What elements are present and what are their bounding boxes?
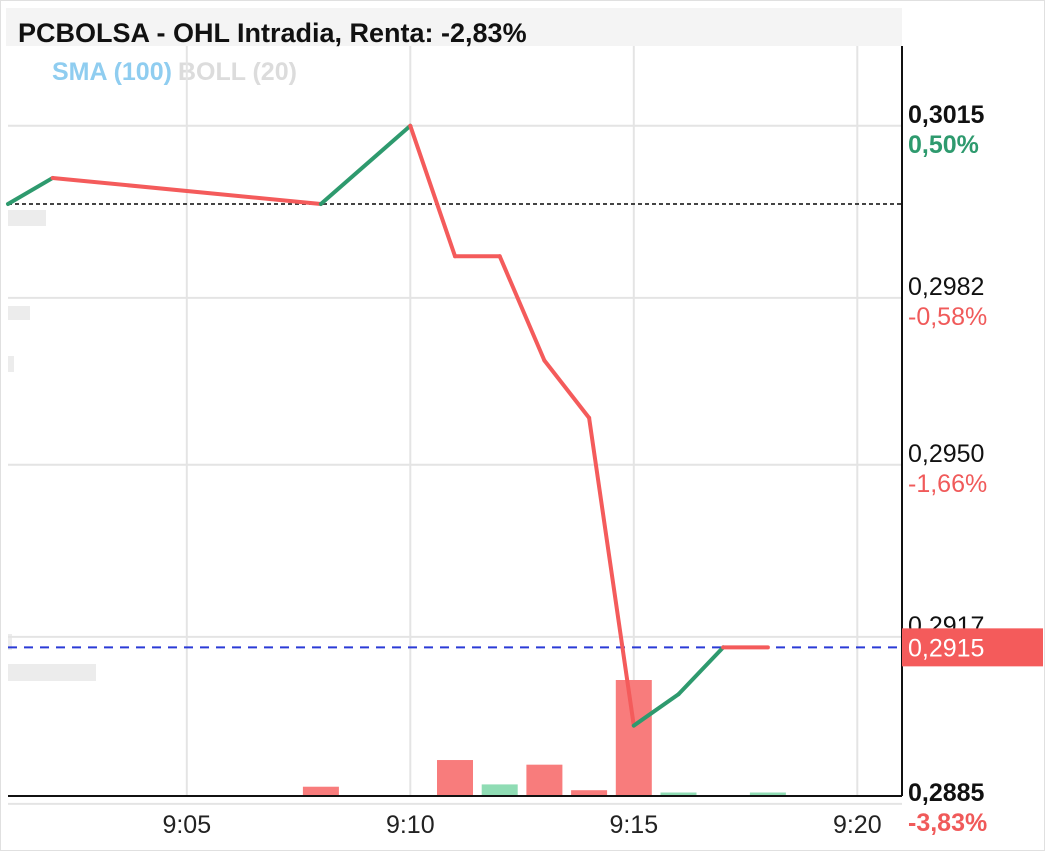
volume-bar <box>302 786 339 796</box>
ghost-marks <box>8 210 96 681</box>
ghost-mark <box>8 634 12 650</box>
y-tick-label: 0,2885 <box>908 779 985 807</box>
volume-bar <box>660 792 697 796</box>
volume-bar <box>571 790 608 796</box>
y-tick-percent: -0,58% <box>908 303 987 331</box>
price-line-segment <box>6 175 55 207</box>
price-line-segment <box>587 415 636 728</box>
price-line-segment <box>318 123 413 207</box>
volume-bar <box>615 680 652 796</box>
ghost-mark <box>8 210 46 226</box>
y-tick-label: 0,3015 <box>908 101 985 129</box>
price-line-segment <box>408 123 457 259</box>
y-tick-percent: 0,50% <box>908 131 979 159</box>
chart-title: PCBOLSA - OHL Intradia, Renta: -2,83% <box>18 18 527 48</box>
ghost-mark <box>8 356 14 372</box>
y-tick-percent: -3,83% <box>908 809 987 837</box>
indicator-legend: SMA (100) BOLL (20) <box>52 58 297 87</box>
y-tick-percent: -1,66% <box>908 470 987 498</box>
volume-bar <box>526 764 563 796</box>
price-line-segment <box>676 645 726 697</box>
current-price-tag <box>902 628 1043 667</box>
price-line-segment <box>542 358 592 420</box>
x-tick-label: 9:05 <box>162 811 211 839</box>
title-bar: PCBOLSA - OHL Intradia, Renta: -2,83% <box>6 8 902 48</box>
x-tick-label: 9:10 <box>386 811 435 839</box>
indicator-boll[interactable]: BOLL (20) <box>177 58 297 86</box>
price-line-segment <box>497 254 547 363</box>
price-line-segment <box>50 175 323 207</box>
volume-bar <box>437 760 473 796</box>
ghost-mark <box>8 664 96 681</box>
price-line-segment <box>631 692 681 728</box>
x-tick-label: 9:20 <box>833 811 882 839</box>
volume-bar <box>481 784 518 796</box>
x-tick-label: 9:15 <box>609 811 658 839</box>
current-price-label: 0,2915 <box>908 634 984 662</box>
volume-bar <box>749 792 786 796</box>
ghost-mark <box>8 306 30 320</box>
y-tick-label: 0,2950 <box>908 440 984 468</box>
y-tick-label: 0,2982 <box>908 273 984 301</box>
indicator-sma[interactable]: SMA (100) <box>52 58 172 86</box>
